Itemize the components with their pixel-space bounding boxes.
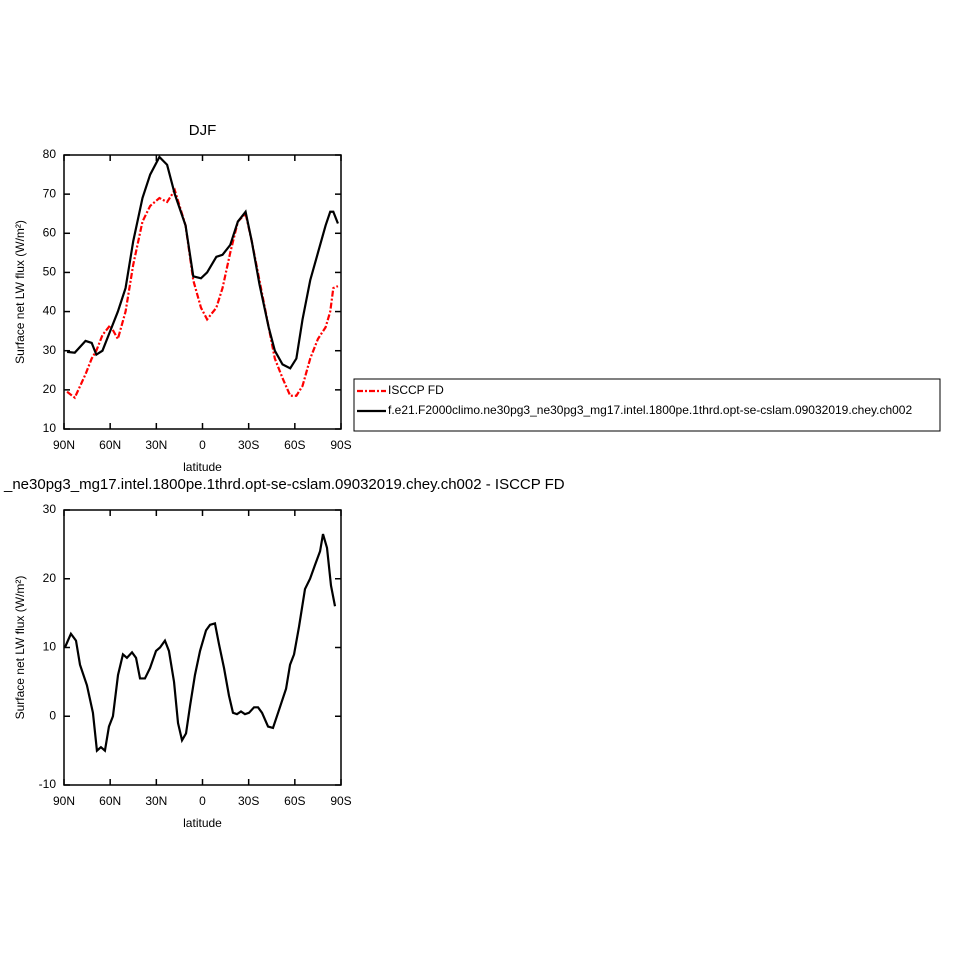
legend-label: ISCCP FD (388, 383, 444, 397)
x-axis-label: latitude (183, 816, 222, 830)
x-tick-label: 60S (284, 438, 305, 452)
y-tick-label: 30 (43, 502, 57, 516)
x-tick-label: 90S (330, 438, 351, 452)
x-tick-label: 0 (199, 794, 206, 808)
y-tick-label: -10 (39, 777, 57, 791)
x-tick-label: 90S (330, 794, 351, 808)
data-line (66, 155, 339, 370)
y-tick-label: 40 (43, 304, 57, 318)
legend-box (353, 378, 941, 432)
x-tick-label: 30S (238, 794, 259, 808)
x-axis-label: latitude (183, 460, 222, 474)
chart-title: DJF (189, 122, 217, 139)
y-tick-label: 80 (43, 147, 57, 161)
y-axis-label: Surface net LW flux (W/m²) (13, 220, 27, 364)
x-tick-label: 60N (99, 794, 121, 808)
x-tick-label: 0 (199, 438, 206, 452)
legend-label: f.e21.F2000climo.ne30pg3_ne30pg3_mg17.in… (388, 403, 912, 417)
y-tick-label: 20 (43, 382, 57, 396)
y-tick-label: 10 (43, 640, 57, 654)
x-tick-label: 30S (238, 438, 259, 452)
y-tick-label: 10 (43, 421, 57, 435)
y-tick-label: 50 (43, 265, 57, 279)
y-tick-label: 0 (49, 708, 56, 722)
y-axis-label: Surface net LW flux (W/m²) (13, 576, 27, 720)
plot-frame (63, 509, 342, 786)
x-tick-label: 60S (284, 794, 305, 808)
y-tick-label: 60 (43, 225, 57, 239)
y-tick-label: 70 (43, 186, 57, 200)
chart-title: _ne30pg3_mg17.intel.1800pe.1thrd.opt-se-… (3, 476, 565, 493)
plot-frame (63, 154, 342, 430)
x-tick-label: 60N (99, 438, 121, 452)
data-line (63, 533, 337, 753)
data-line (66, 187, 339, 400)
x-tick-label: 30N (145, 438, 167, 452)
x-tick-label: 90N (53, 794, 75, 808)
x-tick-label: 90N (53, 438, 75, 452)
y-tick-label: 30 (43, 343, 57, 357)
y-tick-label: 20 (43, 571, 57, 585)
x-tick-label: 30N (145, 794, 167, 808)
